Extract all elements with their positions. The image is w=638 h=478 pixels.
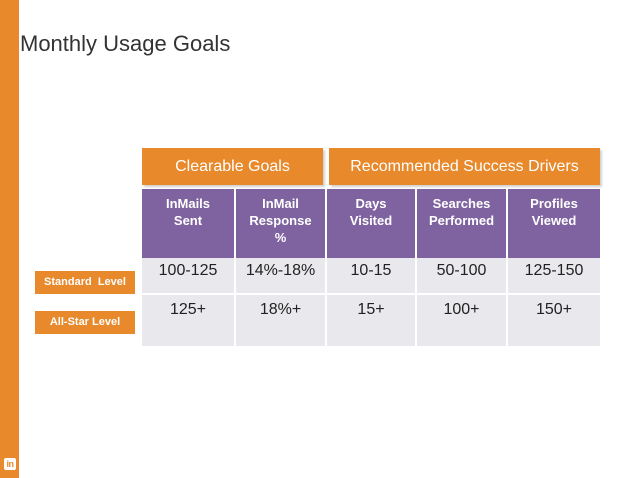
table-row-standard-level: 100-125 14%-18% 10-15 50-100 125-150 <box>142 258 600 295</box>
table-cell: 18%+ <box>235 294 327 346</box>
column-header-line: Sent <box>173 213 203 228</box>
column-header-line: Viewed <box>531 213 577 228</box>
clearable-goals-header: Clearable Goals <box>142 148 323 185</box>
table-cell: 125+ <box>142 294 236 346</box>
column-header-line: Performed <box>428 213 495 228</box>
table-cell: 15+ <box>326 294 417 346</box>
column-header-inmail-response: InMail Response % <box>235 189 327 258</box>
column-header-line: Visited <box>349 213 393 228</box>
table-cell: 50-100 <box>416 258 508 295</box>
column-header-line: % <box>274 230 287 245</box>
column-header-line: InMail <box>262 196 299 211</box>
column-header-line: InMails <box>165 196 211 211</box>
column-header-inmails-sent: InMails Sent <box>142 189 236 258</box>
table-row-allstar-level: 125+ 18%+ 15+ 100+ 150+ <box>142 294 600 346</box>
standard-level-label: Standard Level <box>35 271 135 294</box>
column-header-line: Response <box>249 213 312 228</box>
table-header-row: InMails Sent InMail Response % Days Visi… <box>142 189 600 258</box>
column-header-profiles-viewed: Profiles Viewed <box>507 189 600 258</box>
column-header-line: Days <box>355 196 387 211</box>
table-cell: 14%-18% <box>235 258 327 295</box>
allstar-level-label: All-Star Level <box>35 311 135 334</box>
table-cell: 125-150 <box>507 258 600 295</box>
table-cell: 100-125 <box>142 258 236 295</box>
usage-goals-table: InMails Sent InMail Response % Days Visi… <box>142 189 600 346</box>
column-header-line: Searches <box>432 196 491 211</box>
column-header-days-visited: Days Visited <box>326 189 417 258</box>
left-accent-bar: in <box>0 0 19 478</box>
column-header-searches-performed: Searches Performed <box>416 189 508 258</box>
table-cell: 100+ <box>416 294 508 346</box>
column-header-line: Profiles <box>530 196 578 211</box>
recommended-drivers-header: Recommended Success Drivers <box>329 148 600 185</box>
table-cell: 150+ <box>507 294 600 346</box>
linkedin-icon: in <box>4 458 16 470</box>
table-cell: 10-15 <box>326 258 417 295</box>
slide-title: Monthly Usage Goals <box>20 31 231 56</box>
